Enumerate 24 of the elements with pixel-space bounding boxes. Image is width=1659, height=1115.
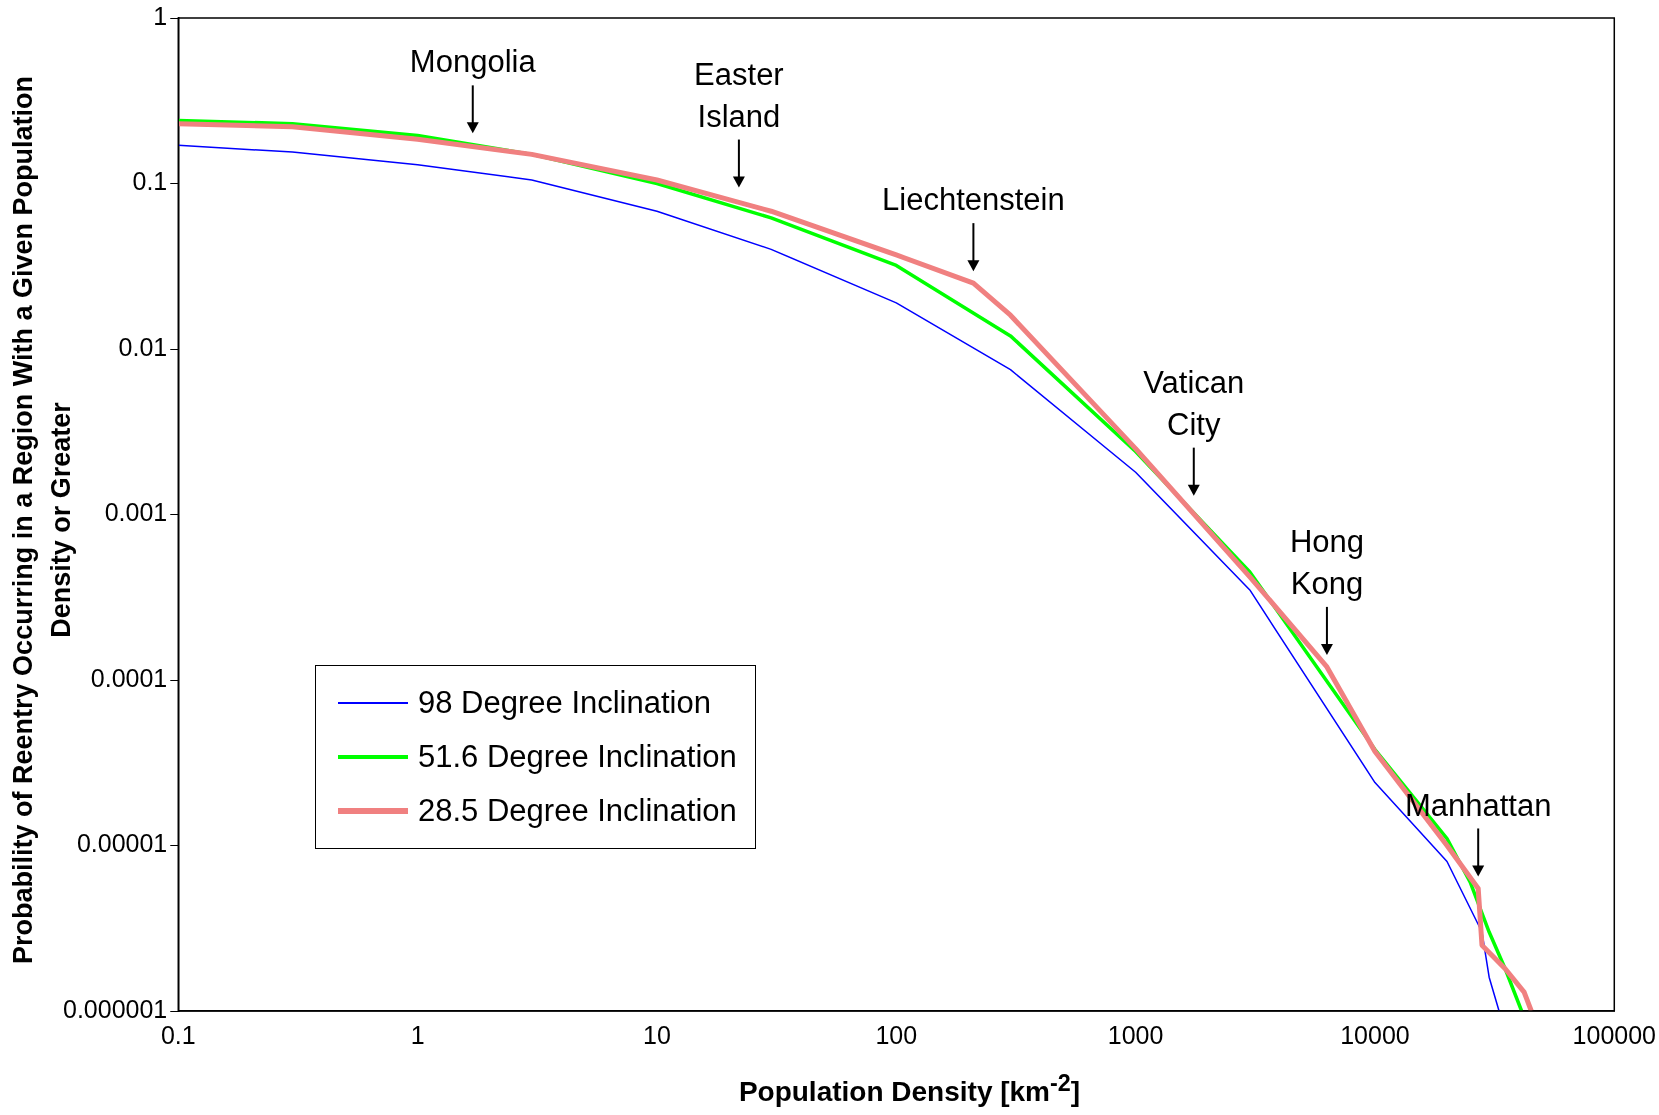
x-tick-label: 10000 (1340, 1020, 1410, 1049)
x-tick-label: 10 (643, 1020, 671, 1049)
annotation: Liechtenstein (882, 182, 1065, 218)
annotation: Mongolia (409, 44, 537, 80)
y-tick-label: 0.000001 (62, 994, 168, 1023)
x-tick-label: 100 (875, 1020, 918, 1049)
x-tick-label: 1000 (1107, 1020, 1164, 1049)
y-axis-title: Probability of Reentry Occurring in a Region With a Given Population Density or Greater (8, 76, 76, 964)
y-tick-label: 0.1 (132, 167, 168, 196)
x-tick-label: 100000 (1572, 1020, 1657, 1049)
annotation: Hong Kong (1289, 523, 1364, 601)
y-tick-label: 0.00001 (76, 829, 168, 858)
y-tick-label: 0.01 (118, 332, 168, 361)
annotation: Vatican City (1143, 364, 1245, 442)
legend-label: 51.6 Degree Inclination (418, 739, 737, 775)
x-tick-label: 1 (410, 1020, 425, 1049)
annotation: Easter Island (694, 56, 784, 134)
x-axis-title: Population Density [km$^{-2}$] (737, 1070, 1082, 1109)
y-tick-label: 1 (153, 1, 168, 30)
x-tick-label: 0.1 (160, 1020, 196, 1049)
legend-label: 98 Degree Inclination (418, 685, 711, 721)
legend-label: 28.5 Degree Inclination (418, 793, 737, 829)
y-tick-label: 0.0001 (90, 663, 168, 692)
y-tick-label: 0.001 (104, 498, 168, 527)
